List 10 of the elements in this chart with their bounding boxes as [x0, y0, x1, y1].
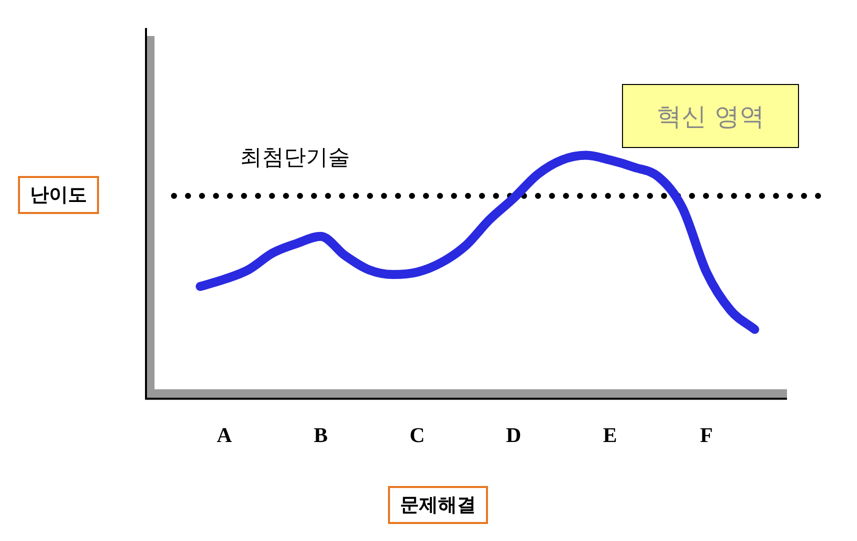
x-tick-label: A [216, 422, 233, 447]
x-axis-title: 문제해결 [388, 486, 488, 524]
text: 혁신 영역 [622, 84, 799, 148]
y-axis-title: 난이도 [18, 176, 99, 214]
ref-line-label: 최첨단기술 [240, 146, 350, 171]
x-tick-label: E [603, 422, 618, 447]
x-tick-label: D [506, 422, 522, 447]
x-tick-label: C [410, 422, 425, 447]
x-tick-label: F [700, 422, 713, 447]
x-tick-label: B [314, 422, 328, 447]
